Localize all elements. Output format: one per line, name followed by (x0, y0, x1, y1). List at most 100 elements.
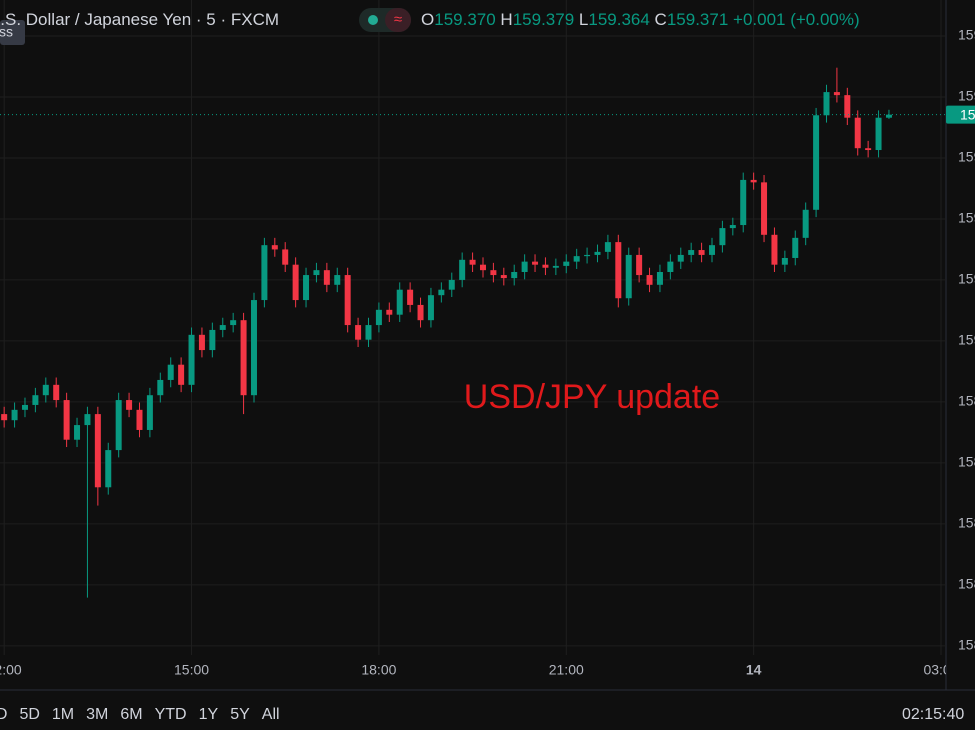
candle-body (573, 256, 580, 262)
candle-body (250, 300, 257, 396)
range-button[interactable]: All (261, 706, 280, 723)
y-tick-label: 159.000 (958, 332, 975, 348)
candle-body (282, 249, 289, 265)
range-button[interactable]: 1Y (198, 706, 219, 723)
y-tick-label: 158.800 (958, 454, 975, 470)
x-tick-label: 12:00 (0, 662, 22, 678)
candle-body (386, 309, 393, 315)
delay-icon: ≈ (385, 8, 411, 32)
candle-body (667, 261, 674, 273)
ohlc-value: 159.370 (434, 10, 496, 29)
candle-body (209, 329, 216, 351)
last-price-tag (946, 105, 975, 124)
candle-body (479, 264, 486, 271)
range-button[interactable]: 3M (86, 706, 109, 723)
candle-body (136, 409, 143, 430)
ohlc-key: L (578, 10, 589, 29)
candle-body (677, 254, 684, 262)
candle-body (688, 250, 695, 255)
candle-body (178, 364, 185, 385)
candle-body (375, 309, 382, 326)
candle-body (594, 251, 601, 255)
candle-body (656, 272, 663, 285)
ohlc-value: 159.364 (588, 10, 650, 29)
candle-body (802, 209, 809, 238)
candle-body (292, 264, 299, 301)
candle-body (698, 250, 705, 255)
candle-body (636, 254, 643, 276)
candle-body (74, 425, 81, 440)
candle-body (781, 257, 788, 265)
x-tick-label: 03:00 (923, 662, 958, 678)
candle-body (604, 242, 611, 252)
range-bar: 1D 5D 1M 3M 6M YTD 1Y 5Y All (0, 703, 292, 727)
ohlc-key: O (421, 10, 435, 29)
candle-body (792, 237, 799, 258)
candle-body (584, 254, 591, 257)
candle-body (63, 400, 70, 440)
range-button[interactable]: 6M (120, 706, 143, 723)
candle-body (865, 148, 872, 151)
candle-body (42, 384, 49, 396)
y-tick-label: 159.100 (958, 271, 975, 287)
candle-body (646, 275, 653, 285)
x-tick-label: 21:00 (549, 662, 584, 678)
range-button[interactable]: 1D (0, 706, 8, 723)
candle-body (365, 325, 372, 340)
candle-body (219, 325, 226, 330)
candle-body (532, 261, 539, 265)
candle-body (126, 400, 133, 410)
candle-body (823, 92, 830, 116)
candle-body (719, 228, 726, 246)
candle-body (323, 270, 330, 285)
candle-body (615, 242, 622, 299)
y-tick-label: 159.400 (958, 88, 975, 104)
candle-body (53, 384, 60, 401)
range-button[interactable]: YTD (154, 706, 187, 723)
symbol-title: U.S. Dollar / Japanese Yen · 5 · FXCM (0, 10, 280, 29)
candle-body (303, 275, 310, 301)
candle-body (198, 334, 205, 351)
candle-body (94, 414, 101, 488)
candle-body (344, 275, 351, 326)
badge: ss (0, 24, 13, 40)
candle-body (261, 245, 268, 301)
candle-body (188, 334, 195, 385)
candle-body (396, 289, 403, 315)
ohlc-value: 159.371 (666, 10, 729, 29)
candle-body (438, 289, 445, 296)
candle-body (167, 364, 174, 380)
candle-body (11, 409, 18, 421)
ohlc-key: C (654, 10, 667, 29)
candle-body (1, 414, 8, 421)
ohlc-legend: O159.370 H159.379 L159.364 C159.371 +0.0… (421, 8, 860, 32)
candle-body (563, 261, 570, 266)
candle-body (511, 272, 518, 279)
candle-body (469, 259, 476, 265)
last-price-label: 159.371 (960, 106, 975, 122)
candle-body (313, 270, 320, 276)
annotation: USD/JPY update (464, 378, 720, 416)
candle-body (417, 304, 424, 321)
badge-box (0, 20, 25, 45)
range-button[interactable]: 5D (19, 706, 40, 723)
candle-body (427, 295, 434, 321)
range-button[interactable]: 5Y (230, 706, 250, 723)
candle-body (750, 179, 757, 183)
candle-body (230, 320, 237, 326)
candle-body (542, 264, 549, 268)
clock: 02:15:40 (902, 706, 965, 723)
status-pill[interactable]: ≈ (359, 8, 411, 32)
ohlc-value: 159.379 (512, 10, 575, 29)
candle-body (21, 404, 28, 410)
candle-body (459, 259, 466, 280)
candle-body (833, 92, 840, 96)
candle-body (552, 265, 559, 268)
candle-body (105, 450, 112, 488)
ohlc-key: H (500, 10, 513, 29)
candle-body (740, 179, 747, 226)
candle-body (334, 275, 341, 285)
range-button[interactable]: 1M (51, 706, 75, 723)
candle-body (729, 225, 736, 229)
